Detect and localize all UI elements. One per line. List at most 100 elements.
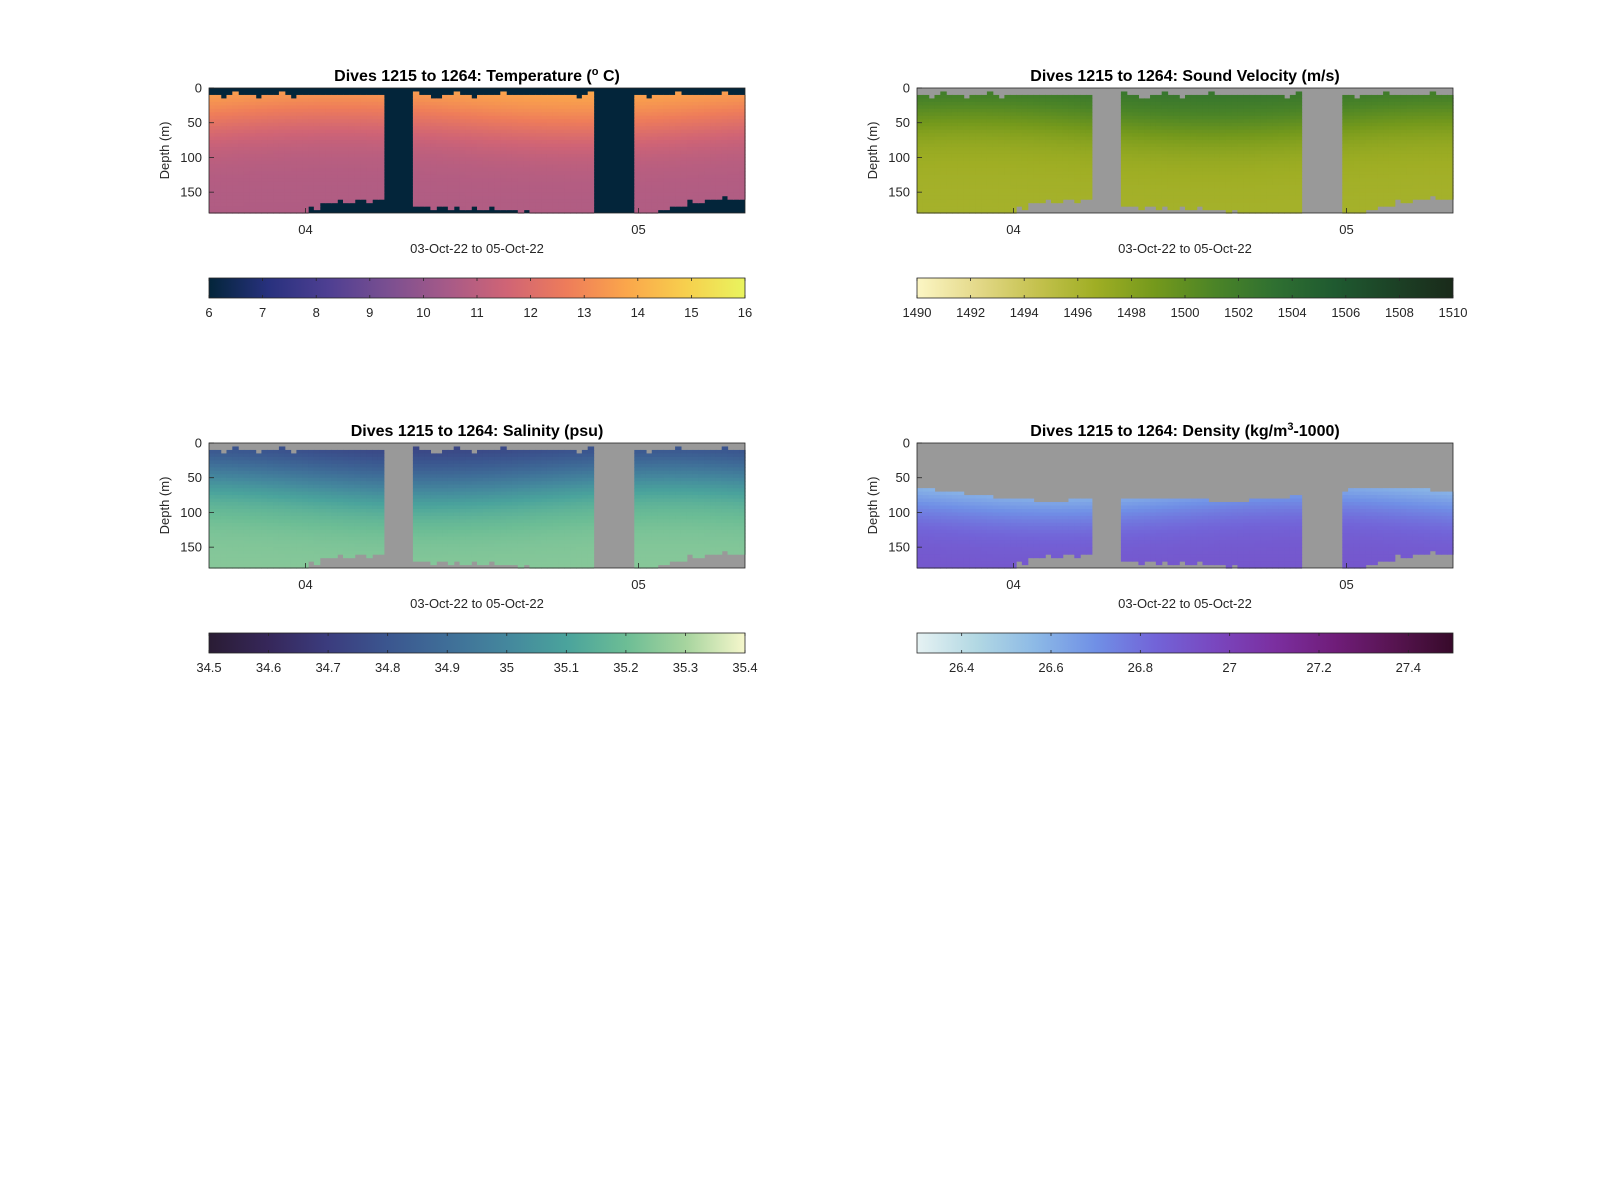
heatmap-cell [1121,140,1127,144]
heatmap-cell [506,95,512,99]
heatmap-cell [524,98,530,102]
heatmap-cell [1074,157,1080,161]
heatmap-cell [1127,196,1133,200]
heatmap-cell [1237,189,1243,193]
heatmap-cell [460,98,466,102]
heatmap-cell [646,144,652,148]
heatmap-cell [669,178,675,182]
heatmap-cell [1127,185,1133,189]
heatmap-cell [1022,102,1028,106]
heatmap-cell [1360,105,1366,109]
heatmap-cell [681,168,687,172]
heatmap-cell [1080,157,1086,161]
heatmap-cell [506,98,512,102]
heatmap-cell [256,140,262,144]
heatmap-cell [698,126,704,130]
heatmap-cell [1208,112,1214,116]
heatmap-cell [987,178,993,182]
heatmap-cell [1179,199,1185,203]
heatmap-cell [296,182,302,186]
heatmap-cell [1232,154,1238,158]
heatmap-cell [1360,192,1366,196]
heatmap-cell [559,168,565,172]
heatmap-cell [209,137,215,141]
heatmap-cell [553,116,559,120]
heatmap-cell [436,171,442,175]
heatmap-cell [215,157,221,161]
heatmap-cell [314,164,320,168]
heatmap-cell [681,112,687,116]
heatmap-cell [1371,95,1377,99]
heatmap-cell [693,164,699,168]
heatmap-cell [1267,147,1273,151]
heatmap-cell [1156,109,1162,113]
heatmap-cell [215,175,221,179]
heatmap-cell [1039,192,1045,196]
heatmap-cell [1185,185,1191,189]
heatmap-cell [969,203,975,207]
heatmap-cell [1261,196,1267,200]
heatmap-cell [320,157,326,161]
heatmap-cell [512,123,518,127]
heatmap-cell [1074,189,1080,193]
heatmap-cell [1267,189,1273,193]
heatmap-cell [1284,171,1290,175]
heatmap-cell [1249,161,1255,165]
heatmap-cell [1045,161,1051,165]
heatmap-cell [1342,126,1348,130]
heatmap-cell [529,157,535,161]
heatmap-cell [500,140,506,144]
heatmap-cell [1220,192,1226,196]
heatmap-cell [529,123,535,127]
heatmap-cell [1261,199,1267,203]
heatmap-cell [1150,189,1156,193]
heatmap-cell [215,116,221,120]
heatmap-cell [529,112,535,116]
heatmap-cell [987,102,993,106]
heatmap-cell [658,168,664,172]
heatmap-cell [576,168,582,172]
heatmap-cell [564,164,570,168]
heatmap-cell [716,102,722,106]
heatmap-cell [1342,164,1348,168]
heatmap-cell [1237,168,1243,172]
heatmap-cell [355,164,361,168]
heatmap-cell [1162,119,1168,123]
heatmap-cell [256,123,262,127]
heatmap-cell [634,112,640,116]
heatmap-cell [559,196,565,200]
heatmap-cell [588,140,594,144]
heatmap-cell [1395,133,1401,137]
heatmap-cell [489,178,495,182]
heatmap-cell [1068,171,1074,175]
heatmap-cell [477,192,483,196]
heatmap-cell [1272,105,1278,109]
heatmap-cell [1296,168,1302,172]
heatmap-cell [331,95,337,99]
heatmap-cell [958,168,964,172]
heatmap-cell [693,161,699,165]
heatmap-cell [1371,116,1377,120]
heatmap-cell [355,147,361,151]
heatmap-cell [1348,137,1354,141]
heatmap-cell [454,130,460,134]
heatmap-cell [1051,123,1057,127]
heatmap-cell [1220,175,1226,179]
heatmap-cell [541,109,547,113]
heatmap-cell [946,144,952,148]
heatmap-cell [1284,98,1290,102]
heatmap-cell [256,178,262,182]
heatmap-cell [570,119,576,123]
heatmap-cell [1034,102,1040,106]
heatmap-cell [964,116,970,120]
heatmap-cell [658,185,664,189]
heatmap-cell [1395,140,1401,144]
heatmap-cell [279,116,285,120]
heatmap-cell [1057,196,1063,200]
heatmap-cell [1389,119,1395,123]
heatmap-cell [1004,199,1010,203]
heatmap-cell [221,164,227,168]
heatmap-cell [1168,185,1174,189]
heatmap-cell [1366,102,1372,106]
heatmap-cell [958,98,964,102]
